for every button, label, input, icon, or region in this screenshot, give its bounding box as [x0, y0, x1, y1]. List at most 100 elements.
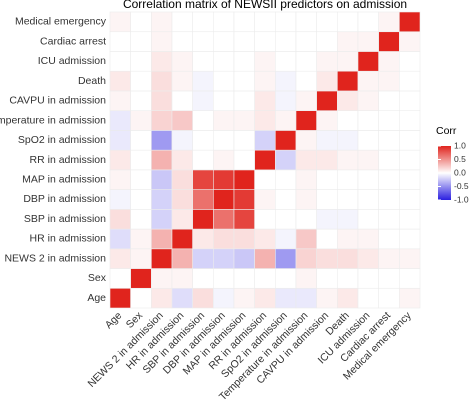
heatmap-cell [109, 268, 131, 289]
heatmap-cell [275, 90, 297, 111]
heatmap-cell [109, 31, 131, 52]
heatmap-cell [109, 209, 131, 230]
heatmap-cell [275, 149, 297, 171]
heatmap-cell [171, 130, 193, 151]
heatmap-cell [254, 51, 276, 72]
heatmap-cell [399, 70, 421, 92]
heatmap-cell [171, 189, 193, 210]
heatmap-cell [151, 169, 173, 190]
y-tick-label: SpO2 in admission [18, 134, 106, 146]
heatmap-cell [151, 189, 173, 210]
heatmap-cell [213, 149, 235, 171]
heatmap-cell [109, 228, 131, 250]
heatmap-cell [233, 248, 255, 269]
heatmap-cell [130, 228, 152, 250]
y-tick-label: CAVPU in admission [9, 95, 106, 107]
x-tick-label: Age [103, 309, 125, 331]
y-tick-label: ICU admission [38, 55, 106, 67]
colorbar [438, 146, 451, 200]
y-tick-label: MAP in admission [22, 174, 106, 186]
heatmap-cell [295, 70, 317, 92]
heatmap-cell [233, 31, 255, 52]
heatmap-cell [399, 287, 421, 309]
heatmap-cell [275, 228, 297, 250]
heatmap-cell [254, 287, 276, 309]
heatmap-cell [254, 189, 276, 210]
heatmap-cell [295, 149, 317, 171]
heatmap-cell [357, 189, 379, 210]
heatmap-cell [130, 110, 152, 131]
heatmap-cell [316, 228, 338, 250]
heatmap-cell [192, 169, 214, 190]
heatmap-cell [213, 209, 235, 230]
heatmap-cell [399, 11, 421, 33]
heatmap-cell [171, 110, 193, 131]
heatmap-cell [151, 130, 173, 151]
heatmap-cell [378, 70, 400, 92]
heatmap-cell [316, 70, 338, 92]
y-tick-label: SBP in admission [24, 213, 106, 225]
heatmap-cell [130, 51, 152, 72]
heatmap-cell [378, 248, 400, 269]
heatmap-cell [171, 228, 193, 250]
heatmap-cell [254, 248, 276, 269]
heatmap-cell [337, 90, 359, 111]
heatmap-cell [316, 31, 338, 52]
heatmap-cell [130, 70, 152, 92]
heatmap-cell [233, 90, 255, 111]
y-tick-label: RR in admission [30, 154, 107, 166]
heatmap-cell [192, 268, 214, 289]
heatmap-cell [171, 268, 193, 289]
heatmap-cell [171, 169, 193, 190]
heatmap-cell [213, 51, 235, 72]
heatmap-cell [109, 130, 131, 151]
heatmap-cell [378, 189, 400, 210]
colorbar-tick-label: 0.0 [454, 167, 466, 177]
heatmap-cell [171, 90, 193, 111]
heatmap-cell [233, 287, 255, 309]
heatmap-cell [275, 268, 297, 289]
heatmap-cell [213, 189, 235, 210]
heatmap-cell [275, 189, 297, 210]
heatmap-cell [151, 51, 173, 72]
heatmap-cell [254, 31, 276, 52]
heatmap-cell [192, 228, 214, 250]
heatmap-cell [337, 209, 359, 230]
heatmap-cell [337, 31, 359, 52]
heatmap-cell [399, 248, 421, 269]
heatmap-cell [213, 228, 235, 250]
y-tick-label: Death [78, 75, 106, 87]
heatmap-cell [192, 110, 214, 131]
heatmap-cell [378, 110, 400, 131]
heatmap-cell [130, 90, 152, 111]
heatmap-cell [316, 90, 338, 111]
heatmap-cell [171, 149, 193, 171]
heatmap-cell [233, 209, 255, 230]
heatmap-cell [109, 70, 131, 92]
heatmap-cell [399, 209, 421, 230]
heatmap-cell [399, 110, 421, 131]
heatmap-cell [151, 11, 173, 33]
heatmap-cell [213, 90, 235, 111]
heatmap-cell [316, 209, 338, 230]
colorbar-tick-label: 0.5 [454, 154, 466, 164]
y-tick-label: Temperature in admission [0, 114, 106, 126]
heatmap-cell [213, 287, 235, 309]
heatmap-cell [254, 110, 276, 131]
heatmap-cell [151, 228, 173, 250]
heatmap-cell [357, 287, 379, 309]
heatmap-cell [233, 11, 255, 33]
heatmap-cell [254, 149, 276, 171]
y-tick-label: Medical emergency [15, 16, 107, 28]
heatmap-cell [399, 268, 421, 289]
y-tick-label: Sex [88, 272, 107, 284]
legend-title: Corr [436, 125, 457, 137]
heatmap-cell [233, 149, 255, 171]
heatmap-cell [233, 228, 255, 250]
heatmap-cell [295, 130, 317, 151]
heatmap-cell [233, 70, 255, 92]
heatmap-cell [192, 11, 214, 33]
heatmap-cell [316, 11, 338, 33]
heatmap-cell [192, 90, 214, 111]
heatmap-cell [275, 11, 297, 33]
